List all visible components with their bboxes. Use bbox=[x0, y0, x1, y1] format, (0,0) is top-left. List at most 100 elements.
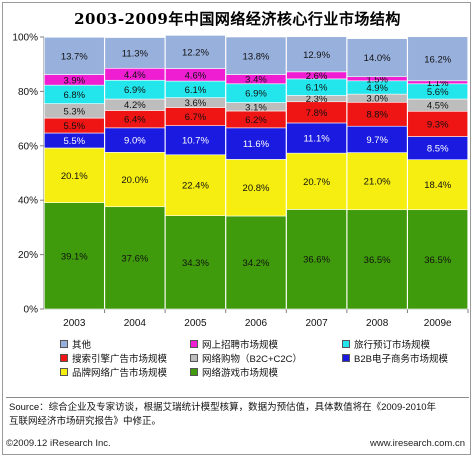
x-tick-label: 2008 bbox=[366, 318, 389, 329]
bar-value-label: 3.0% bbox=[366, 94, 388, 105]
legend-label: 网络购物（B2C+C2C） bbox=[202, 354, 303, 365]
bar-value-label: 11.6% bbox=[243, 139, 270, 150]
y-tick-label: 100% bbox=[12, 33, 38, 44]
bar-value-label: 6.2% bbox=[245, 115, 267, 126]
y-tick-label: 80% bbox=[18, 87, 38, 98]
bar-value-label: 20.1% bbox=[61, 171, 88, 182]
bar-value-label: 36.5% bbox=[364, 255, 391, 266]
bar-value-label: 6.9% bbox=[124, 85, 146, 96]
bar-value-label: 6.1% bbox=[185, 85, 207, 96]
bar-value-label: 9.0% bbox=[124, 136, 146, 147]
bar-value-label: 6.4% bbox=[124, 115, 146, 126]
bar-value-label: 36.6% bbox=[303, 255, 330, 266]
x-tick-label: 2003 bbox=[63, 318, 86, 329]
bar-value-label: 1.1% bbox=[427, 78, 449, 89]
legend-label: 搜索引擎广告市场规模 bbox=[72, 354, 168, 365]
legend-swatch bbox=[342, 354, 350, 362]
bar-segment bbox=[104, 152, 166, 208]
legend-label: 其他 bbox=[72, 340, 92, 351]
bar-segment bbox=[286, 152, 347, 210]
source-line-2: 互联网经济市场研究报告》中修正。 bbox=[9, 416, 162, 427]
bar-value-label: 37.6% bbox=[121, 253, 148, 264]
bar-value-label: 13.8% bbox=[243, 51, 270, 62]
bar-value-label: 2.3% bbox=[306, 94, 328, 105]
legend-item: 网络游戏市场规模 bbox=[190, 366, 279, 379]
legend-label: 网络游戏市场规模 bbox=[202, 368, 279, 379]
bar-value-label: 34.3% bbox=[182, 258, 209, 269]
bar-value-label: 12.2% bbox=[182, 47, 209, 58]
bar-value-label: 4.5% bbox=[427, 101, 449, 112]
bar-value-label: 4.4% bbox=[124, 70, 146, 81]
bar-segment bbox=[225, 159, 287, 217]
bar-value-label: 5.6% bbox=[427, 87, 449, 98]
bar-value-label: 9.7% bbox=[366, 135, 388, 146]
legend-label: 旅行预订市场规模 bbox=[354, 340, 431, 351]
bar-value-label: 20.7% bbox=[303, 177, 330, 188]
bar-segment bbox=[104, 206, 166, 310]
bar-value-label: 4.6% bbox=[185, 70, 207, 81]
legend-swatch bbox=[60, 368, 68, 376]
bar-segment bbox=[286, 36, 347, 73]
source-line-1: Source：综合企业及专家访谈，根据艾瑞统计模型核算，数据为预估值，具体数值将… bbox=[9, 402, 437, 413]
bar-value-label: 5.5% bbox=[63, 136, 85, 147]
bar-value-label: 9.3% bbox=[427, 119, 449, 130]
bar-value-label: 4.9% bbox=[366, 83, 388, 94]
bar-value-label: 10.7% bbox=[182, 136, 209, 147]
legend-item: 网络购物（B2C+C2C） bbox=[190, 352, 303, 365]
bar-segment bbox=[225, 215, 287, 310]
chart-title: 2003-2009年中国网络经济核心行业市场结构 bbox=[74, 10, 401, 28]
legend-swatch bbox=[342, 340, 350, 348]
bar-value-label: 16.2% bbox=[424, 54, 451, 65]
bar-segment bbox=[407, 110, 469, 137]
footer-divider bbox=[6, 397, 469, 398]
x-tick-label: 2005 bbox=[184, 318, 207, 329]
bar-segment bbox=[225, 36, 287, 75]
bar-value-label: 3.4% bbox=[245, 75, 267, 86]
legend-item: 旅行预订市场规模 bbox=[342, 338, 431, 351]
bar-value-label: 13.7% bbox=[61, 51, 88, 62]
bar-value-label: 6.1% bbox=[306, 83, 328, 94]
bar-value-label: 4.2% bbox=[124, 100, 146, 111]
bar-value-label: 8.8% bbox=[366, 110, 388, 121]
bar-segment bbox=[43, 147, 105, 203]
bar-value-label: 5.5% bbox=[63, 121, 85, 132]
bar-value-label: 20.0% bbox=[121, 175, 148, 186]
bar-segment bbox=[286, 209, 347, 310]
bar-value-label: 20.8% bbox=[243, 183, 270, 194]
legend-item: 其他 bbox=[60, 338, 92, 351]
bar-value-label: 11.3% bbox=[122, 48, 149, 59]
bar-value-label: 22.4% bbox=[182, 181, 209, 192]
chart-legend: 其他 网上招聘市场规模 旅行预订市场规模搜索引擎广告市场规模 网络购物（B2C+C2C… bbox=[60, 338, 470, 390]
bar-segment bbox=[346, 209, 408, 310]
bar-value-label: 34.2% bbox=[243, 258, 270, 269]
legend-swatch bbox=[190, 354, 198, 362]
source-note: Source：综合企业及专家访谈，根据艾瑞统计模型核算，数据为预估值，具体数值将… bbox=[9, 401, 467, 429]
bar-value-label: 11.1% bbox=[303, 134, 330, 145]
bar-value-label: 18.4% bbox=[424, 180, 451, 191]
bar-value-label: 12.9% bbox=[303, 50, 330, 61]
legend-label: 网上招聘市场规模 bbox=[202, 340, 279, 351]
legend-swatch bbox=[60, 340, 68, 348]
bar-value-label: 1.5% bbox=[366, 74, 388, 85]
bar-segment bbox=[346, 125, 408, 153]
legend-item: 网上招聘市场规模 bbox=[190, 338, 279, 351]
x-tick-label: 2009e bbox=[424, 318, 452, 329]
y-tick-label: 40% bbox=[18, 196, 38, 207]
bar-segment bbox=[43, 36, 105, 75]
bar-value-label: 36.5% bbox=[424, 255, 451, 266]
copyright-text: ©2009.12 iResearch Inc. bbox=[6, 438, 111, 449]
legend-item: B2B电子商务市场规模 bbox=[342, 352, 448, 365]
bar-value-label: 8.5% bbox=[427, 144, 449, 155]
bar-segment bbox=[43, 202, 105, 310]
x-tick-label: 2007 bbox=[305, 318, 328, 329]
bar-value-label: 14.0% bbox=[364, 53, 391, 64]
bar-value-label: 6.7% bbox=[185, 112, 207, 123]
bar-segment bbox=[346, 152, 408, 211]
bar-value-label: 39.1% bbox=[61, 251, 88, 262]
bar-value-label: 6.9% bbox=[245, 89, 267, 100]
legend-swatch bbox=[190, 368, 198, 376]
bar-value-label: 3.9% bbox=[63, 75, 85, 86]
legend-swatch bbox=[190, 340, 198, 348]
x-tick-label: 2004 bbox=[124, 318, 147, 329]
